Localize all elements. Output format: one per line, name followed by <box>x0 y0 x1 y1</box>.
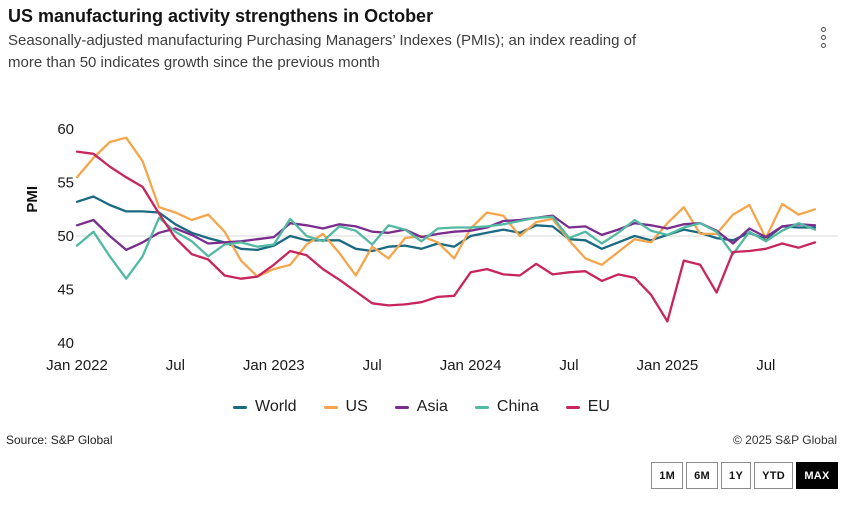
range-button-6m[interactable]: 6M <box>686 462 719 489</box>
y-axis-title: PMI <box>24 186 41 213</box>
x-tick-label: Jul <box>559 357 578 374</box>
legend-swatch-us <box>323 405 338 409</box>
legend-item-eu[interactable]: EU <box>565 398 610 416</box>
x-tick-label: Jan 2025 <box>637 357 699 374</box>
legend-item-us[interactable]: US <box>323 398 368 416</box>
legend-item-world[interactable]: World <box>233 398 297 416</box>
legend-swatch-eu <box>565 405 580 409</box>
x-tick-label: Jan 2024 <box>440 357 502 374</box>
kebab-menu-icon <box>820 35 826 40</box>
range-button-max[interactable]: MAX <box>796 462 838 489</box>
copyright-notice: © 2025 S&P Global <box>732 433 837 447</box>
legend-label: US <box>345 398 368 415</box>
legend-item-asia[interactable]: Asia <box>394 398 448 416</box>
x-tick-label: Jul <box>363 357 382 374</box>
legend-item-china[interactable]: China <box>474 398 539 416</box>
page-title: US manufacturing activity strengthens in… <box>8 6 434 26</box>
series-line-world <box>75 195 817 253</box>
legend-swatch-china <box>474 405 489 409</box>
range-button-group: 1M 6M 1Y YTD MAX <box>651 462 838 489</box>
legend-swatch-asia <box>394 405 409 409</box>
y-tick-label: 50 <box>57 228 74 245</box>
x-tick-label: Jan 2022 <box>46 357 108 374</box>
series-line-china <box>75 215 817 280</box>
series-line-asia <box>75 214 817 252</box>
y-tick-label: 45 <box>57 281 74 298</box>
legend-label: EU <box>587 398 610 415</box>
legend-label: World <box>255 398 297 415</box>
x-tick-label: Jul <box>756 357 775 374</box>
y-tick-label: 60 <box>57 121 74 138</box>
kebab-menu-icon <box>820 43 826 48</box>
y-tick-label: 40 <box>57 335 74 352</box>
series-line-us <box>75 136 817 278</box>
range-button-1m[interactable]: 1M <box>651 462 684 489</box>
chart-legend: World US Asia China EU <box>0 398 843 416</box>
export-menu-button[interactable] <box>819 27 827 48</box>
source-attribution: Source: S&P Global <box>6 433 113 447</box>
range-button-1y[interactable]: 1Y <box>721 462 752 489</box>
series-line-eu <box>75 150 817 323</box>
x-tick-label: Jan 2023 <box>243 357 305 374</box>
range-button-ytd[interactable]: YTD <box>754 462 793 489</box>
kebab-menu-icon <box>820 27 826 32</box>
legend-label: China <box>496 398 539 415</box>
legend-swatch-world <box>233 405 248 409</box>
legend-label: Asia <box>416 398 448 415</box>
y-tick-label: 55 <box>57 175 74 192</box>
page-subtitle: Seasonally-adjusted manufacturing Purcha… <box>8 32 637 71</box>
x-tick-label: Jul <box>166 357 185 374</box>
